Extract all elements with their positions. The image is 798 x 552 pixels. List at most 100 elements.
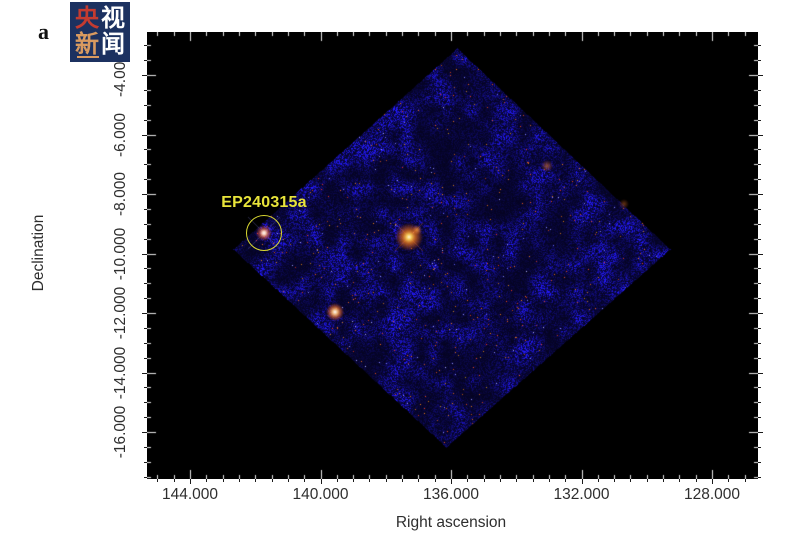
axis-tick [144,327,147,329]
axis-tick [144,402,147,404]
logo-char-yang: 央 [75,5,99,32]
axis-tick [144,476,147,478]
axis-tick [173,479,175,482]
axis-tick [758,342,761,344]
axis-tick [144,89,147,91]
axis-tick [144,461,147,463]
axis-tick [271,479,273,482]
axis-tick [758,119,761,121]
axis-tick [581,479,583,484]
axis-tick [144,104,147,106]
axis-tick [144,342,147,344]
axis-tick [758,417,761,419]
logo-char-xin: 新 [75,31,99,58]
axis-tick [142,313,147,314]
axis-tick [695,479,697,482]
logo-row-2: 新 闻 [74,32,126,58]
axis-tick [597,479,599,482]
axis-tick [758,194,763,195]
axis-tick [758,476,761,478]
axis-tick [255,479,257,482]
axis-tick [758,89,761,91]
axis-tick [142,432,147,433]
axis-tick [144,357,147,359]
y-tick-label: -8.000 [112,172,129,216]
axis-tick [144,268,147,270]
axis-tick [144,164,147,166]
axis-tick [663,479,665,482]
y-tick-label: -10.000 [112,227,129,280]
axis-tick [467,479,469,482]
axis-tick [758,387,761,389]
axis-tick [516,479,518,482]
axis-tick [758,313,763,314]
xray-sky-plot: EP240315a [147,32,758,479]
axis-tick [532,479,534,482]
y-tick-label: -6.000 [112,112,129,157]
axis-tick [758,268,761,270]
axis-tick [144,446,147,448]
axis-tick [287,479,289,482]
axis-tick [758,253,763,255]
logo-char-shi: 视 [101,5,125,32]
axis-tick [758,298,761,300]
axis-tick [758,179,761,181]
axis-tick [744,479,746,482]
axis-tick [728,479,730,482]
source-marker-circle [246,215,282,251]
x-tick-label: 144.000 [161,486,219,503]
axis-tick [142,134,147,136]
axis-tick [238,479,240,482]
axis-tick [758,75,763,76]
axis-tick [336,479,338,482]
axis-tick [679,479,681,482]
axis-tick [758,372,763,374]
axis-tick [304,479,306,482]
panel-label-a: a [38,19,49,44]
axis-tick [451,479,452,484]
logo-char-wen: 闻 [101,31,125,58]
axis-tick [142,194,147,195]
axis-tick [385,479,387,482]
axis-tick [758,402,761,404]
y-tick-label: -12.000 [112,286,129,340]
axis-tick [758,238,761,240]
axis-tick [144,417,147,419]
axis-tick [144,208,147,210]
axis-tick [222,479,224,482]
axis-tick [499,479,501,482]
y-axis-title: Declination [30,214,47,292]
axis-tick [758,149,761,151]
axis-tick [758,134,763,136]
axis-tick [434,479,436,482]
axis-tick [565,479,567,482]
xray-sky-canvas [147,32,758,479]
y-tick-label: -16.000 [112,405,129,459]
axis-tick [614,479,616,482]
axis-tick [157,479,159,482]
axis-tick [712,479,713,484]
axis-tick [758,208,761,210]
axis-tick [758,432,763,433]
axis-tick [190,479,191,484]
axis-tick [758,357,761,359]
axis-tick [758,461,761,463]
x-tick-label: 128.000 [683,486,741,503]
axis-tick [144,387,147,389]
source-annotation-label: EP240315a [221,194,307,211]
axis-tick [144,119,147,121]
axis-tick [758,45,761,47]
x-axis-title: Right ascension [395,514,507,531]
axis-tick [206,479,208,482]
axis-tick [483,479,485,482]
axis-tick [142,372,147,374]
y-tick-label: -14.000 [112,346,129,399]
axis-tick [144,179,147,181]
axis-tick [320,479,322,484]
axis-tick [144,238,147,240]
axis-tick [353,479,355,482]
axis-tick [758,446,761,448]
axis-tick [548,479,550,482]
axis-tick [144,149,147,151]
